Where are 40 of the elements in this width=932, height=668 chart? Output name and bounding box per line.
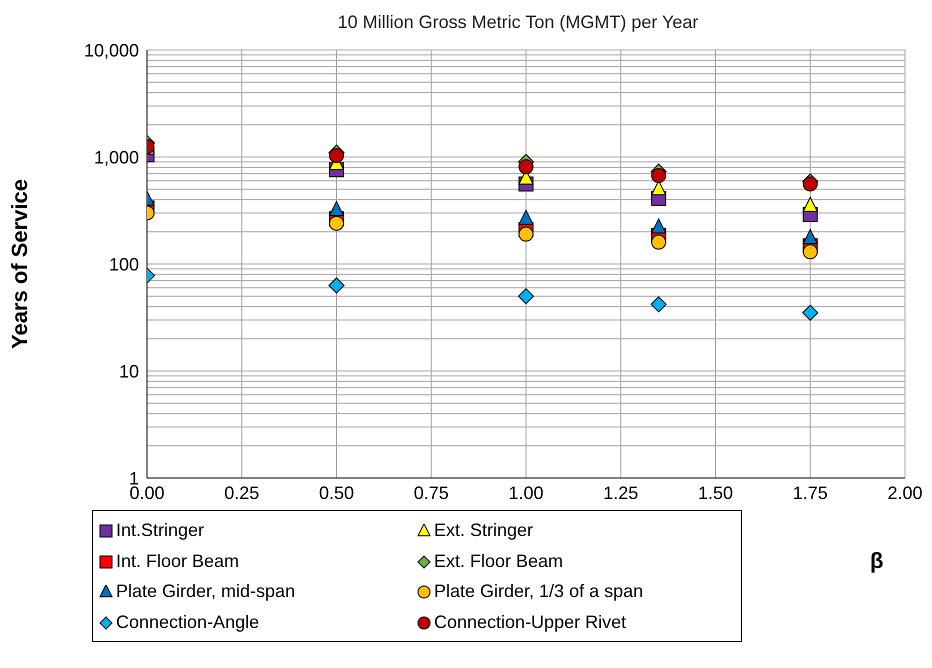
- point: [651, 218, 666, 234]
- point: [329, 216, 344, 231]
- x-tick-label: 1.00: [508, 482, 544, 503]
- y-tick-label: 1,000: [94, 147, 139, 168]
- point: [802, 244, 818, 260]
- point: [518, 288, 534, 304]
- x-tick-label: 2.00: [887, 482, 923, 503]
- point: [802, 176, 818, 192]
- legend-label: Connection-Angle: [115, 610, 260, 634]
- legend-label: Plate Girder, mid-span: [115, 580, 296, 603]
- x-axis-title: β: [870, 548, 884, 574]
- chart-title: 10 Million Gross Metric Ton (MGMT) per Year: [336, 11, 700, 34]
- y-axis-title: Years of Service: [6, 178, 32, 350]
- point: [651, 234, 666, 250]
- legend-label: Plate Girder, 1/3 of a span: [433, 580, 644, 603]
- legend-label: Connection-Upper Rivet: [433, 610, 628, 634]
- x-tick-label: 0.25: [224, 482, 260, 503]
- point: [651, 168, 666, 184]
- point: [802, 229, 818, 244]
- point: [518, 226, 534, 242]
- point: [802, 304, 818, 321]
- x-tick-label: 1.25: [603, 482, 638, 503]
- point: [518, 159, 534, 174]
- point: [328, 277, 344, 294]
- y-tick-label: 100: [108, 254, 139, 274]
- legend-label: Int. Floor Beam: [115, 550, 240, 572]
- point: [329, 201, 344, 216]
- legend-label: Ext. Floor Beam: [433, 550, 564, 572]
- x-tick-label: 1.50: [698, 482, 734, 503]
- y-tick-label: 10: [118, 361, 139, 382]
- point: [329, 148, 344, 164]
- point: [650, 296, 667, 312]
- x-tick-label: 1.75: [792, 482, 828, 503]
- y-tick-label: 10,000: [84, 40, 139, 60]
- x-tick-label: 0.75: [414, 482, 449, 503]
- point: [802, 196, 818, 212]
- x-tick-label: 0.50: [318, 482, 354, 503]
- point: [518, 210, 534, 225]
- legend-label: Ext. Stringer: [433, 519, 534, 542]
- legend-label: Int.Stringer: [115, 519, 206, 542]
